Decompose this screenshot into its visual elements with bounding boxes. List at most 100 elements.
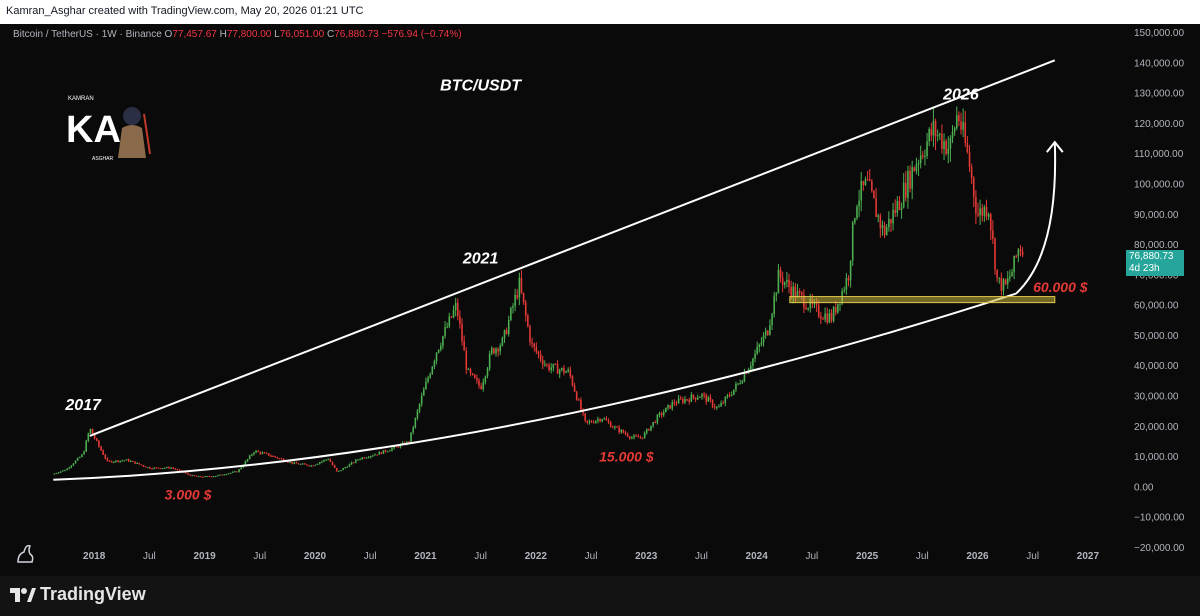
candle-body bbox=[308, 465, 310, 467]
candle-body bbox=[119, 460, 121, 462]
candle-body bbox=[461, 323, 463, 342]
y-tick-label: −20,000.00 bbox=[1134, 543, 1185, 554]
candle-body bbox=[575, 391, 578, 400]
candle-body bbox=[669, 405, 671, 409]
candle-body bbox=[110, 460, 113, 463]
candle-body bbox=[1006, 278, 1009, 285]
candle-body bbox=[550, 367, 553, 370]
candle-body bbox=[246, 459, 249, 462]
candle-body bbox=[631, 437, 633, 439]
candle-body bbox=[599, 419, 601, 422]
candle-body bbox=[136, 462, 138, 464]
candle-body bbox=[578, 399, 580, 401]
low-label: L bbox=[274, 29, 280, 40]
price-chart[interactable]: BTC/USDT 2017 2021 2026 3.000 $ 15.000 $ 60.00… bbox=[0, 24, 1200, 576]
candle-body bbox=[822, 318, 824, 320]
candle-body bbox=[737, 383, 739, 385]
candle-body bbox=[868, 179, 871, 182]
candle-body bbox=[429, 374, 431, 378]
candle-body bbox=[777, 269, 780, 294]
candle-body bbox=[369, 456, 372, 458]
candle-body bbox=[350, 462, 353, 465]
candle-body bbox=[820, 316, 822, 319]
candle-body bbox=[671, 402, 674, 409]
candle-body bbox=[584, 413, 586, 421]
candle-body bbox=[733, 389, 735, 395]
candle-body bbox=[323, 460, 325, 462]
candle-body bbox=[864, 179, 867, 185]
parabolic-arc bbox=[1015, 142, 1057, 295]
candle-body bbox=[667, 405, 669, 408]
candle-body bbox=[344, 467, 347, 469]
x-tick-label: 2023 bbox=[635, 551, 658, 562]
candle-body bbox=[601, 419, 603, 422]
candle-body bbox=[648, 429, 650, 431]
candle-body bbox=[932, 120, 935, 136]
candle-body bbox=[548, 365, 550, 370]
x-tick-label: 2024 bbox=[746, 551, 769, 562]
candle-body bbox=[843, 289, 846, 291]
candle-body bbox=[98, 440, 100, 447]
candle-body bbox=[251, 454, 253, 456]
high-label: H bbox=[219, 29, 227, 40]
candle-body bbox=[439, 345, 442, 350]
candle-body bbox=[89, 428, 92, 434]
candle-body bbox=[518, 277, 521, 298]
x-tick-label: 2026 bbox=[966, 551, 989, 562]
candle-body bbox=[798, 291, 801, 293]
candle-body bbox=[817, 304, 820, 317]
candle-body bbox=[255, 450, 257, 453]
candle-body bbox=[355, 459, 357, 463]
candle-body bbox=[641, 437, 644, 439]
candle-body bbox=[151, 468, 153, 470]
candle-body bbox=[299, 463, 302, 465]
candle-body bbox=[121, 460, 124, 462]
candle-body bbox=[287, 461, 289, 463]
candle-body bbox=[301, 463, 304, 465]
candle-body bbox=[633, 435, 635, 438]
candle-body bbox=[149, 467, 151, 469]
y-tick-label: −10,000.00 bbox=[1134, 513, 1185, 524]
candle-body bbox=[522, 292, 525, 303]
x-tick-label: Jul bbox=[585, 551, 598, 562]
candle-body bbox=[386, 451, 389, 453]
candle-body bbox=[609, 422, 612, 428]
candle-body bbox=[331, 461, 334, 466]
low-value: 76,051.00 bbox=[279, 29, 325, 40]
candle-body bbox=[535, 346, 538, 352]
candle-body bbox=[329, 459, 332, 462]
candle-body bbox=[363, 457, 366, 459]
candle-body bbox=[380, 452, 383, 454]
candle-body bbox=[677, 398, 680, 404]
candle-body bbox=[750, 365, 752, 370]
candle-body bbox=[117, 460, 119, 462]
candle-body bbox=[590, 421, 593, 423]
replay-icon[interactable] bbox=[17, 544, 34, 563]
candle-body bbox=[635, 435, 637, 437]
candle-body bbox=[783, 282, 786, 285]
candle-body bbox=[291, 461, 293, 464]
candle-body bbox=[992, 230, 994, 239]
y-tick-label: 60,000.00 bbox=[1134, 301, 1179, 312]
candle-body bbox=[569, 369, 572, 377]
candle-body bbox=[684, 399, 686, 403]
candle-body bbox=[871, 181, 873, 191]
candle-body bbox=[274, 456, 276, 458]
candle-body bbox=[267, 453, 270, 456]
candle-body bbox=[163, 467, 166, 469]
candle-body bbox=[713, 406, 716, 408]
y-tick-label: 20,000.00 bbox=[1134, 422, 1179, 433]
candle-body bbox=[856, 206, 858, 219]
candle-body bbox=[144, 466, 147, 468]
candle-body bbox=[83, 451, 85, 455]
top-credit-bar: Kamran_Asghar created with TradingView.c… bbox=[0, 0, 1200, 24]
candle-body bbox=[408, 441, 410, 443]
candle-body bbox=[611, 427, 614, 429]
candle-body bbox=[282, 458, 285, 462]
candle-body bbox=[64, 470, 66, 472]
chart-annotation: 2021 bbox=[462, 250, 499, 267]
candle-body bbox=[96, 438, 98, 441]
candle-body bbox=[507, 319, 510, 334]
chart-panel[interactable]: BTC/USDT 2017 2021 2026 3.000 $ 15.000 $ 60.00… bbox=[0, 24, 1200, 576]
candle-body bbox=[626, 434, 629, 437]
